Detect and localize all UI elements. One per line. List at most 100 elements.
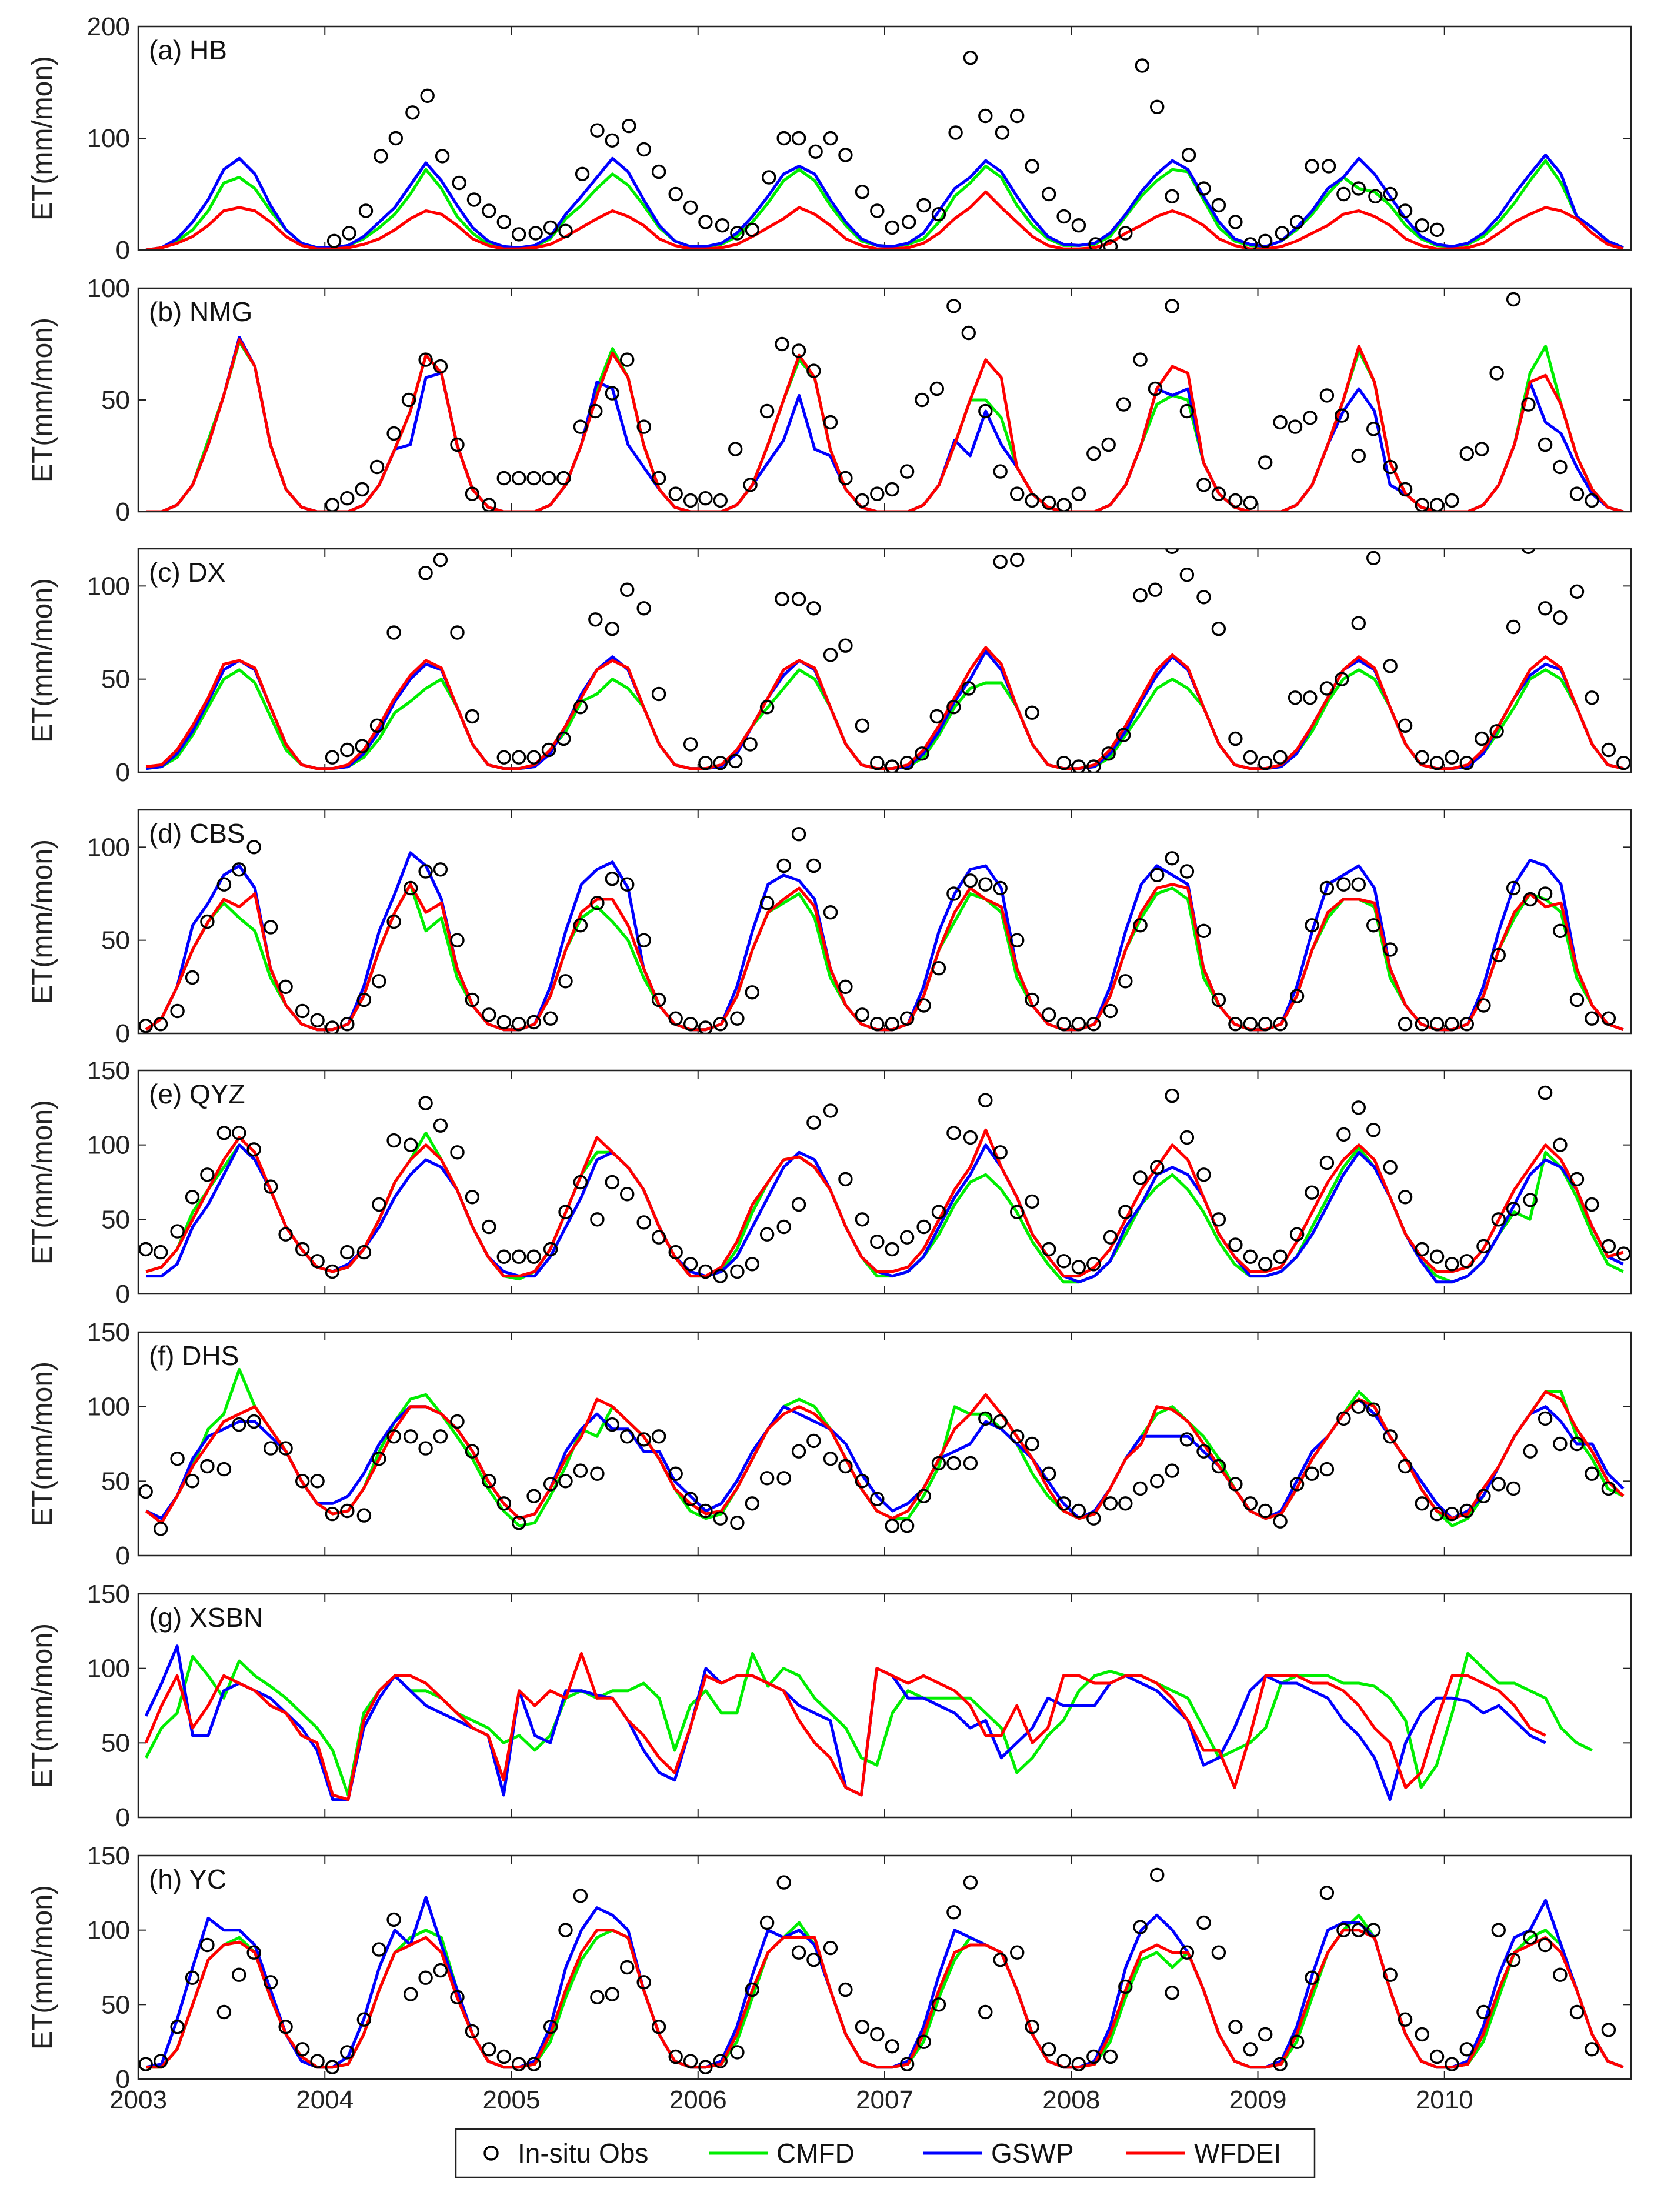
obs-marker [1366,422,1381,436]
obs-marker [1429,755,1445,770]
obs-marker [1243,237,1258,250]
x-tick-label: 2003 [109,2086,167,2114]
obs-marker [1351,877,1366,892]
x-tick-label: 2009 [1229,2086,1287,2114]
obs-marker [232,1967,246,1982]
obs-marker [232,862,246,877]
obs-marker [1415,1242,1429,1257]
obs-marker [433,552,448,568]
y-tick-label: 100 [87,1916,130,1945]
obs-marker [1025,493,1039,508]
obs-marker [870,1016,885,1032]
obs-marker [636,142,651,157]
obs-marker [978,877,993,892]
obs-marker [1521,549,1536,554]
obs-marker [450,625,465,640]
obs-marker [715,218,730,233]
obs-marker [1009,552,1025,568]
y-tick-label: 50 [101,1729,130,1757]
obs-marker [1118,974,1133,989]
series-group [138,1367,1625,1536]
obs-marker [356,2012,372,2027]
obs-marker [1351,1923,1366,1937]
obs-marker [450,1990,465,2004]
obs-marker [450,933,465,947]
obs-marker [541,471,556,486]
obs-marker [1553,1137,1568,1152]
obs-marker [450,437,465,452]
obs-marker [512,471,526,486]
obs-marker [558,1474,573,1489]
obs-marker [1491,1477,1506,1492]
obs-marker [806,1115,821,1130]
obs-marker [1196,478,1211,492]
panel-title: (b) NMG [149,296,252,327]
obs-marker [1601,2023,1616,2037]
obs-marker [1601,1239,1616,1254]
obs-marker [1211,1459,1226,1474]
obs-marker [1506,292,1521,307]
obs-marker [605,1175,620,1190]
obs-marker [791,592,806,606]
obs-marker [1273,415,1288,430]
obs-marker [885,482,899,497]
obs-marker [806,1433,821,1449]
obs-marker [372,974,386,989]
obs-marker [1601,742,1616,758]
legend-label: WFDEI [1194,2138,1281,2168]
obs-marker [1319,1886,1335,1900]
obs-marker [1041,495,1056,510]
obs-marker [1071,759,1086,772]
obs-marker [1258,2027,1273,2042]
obs-marker [838,1172,853,1187]
obs-marker [420,88,435,104]
obs-marker [1491,1212,1506,1227]
obs-marker [1165,1088,1179,1103]
legend-label: CMFD [776,2138,855,2168]
obs-marker [978,108,993,124]
plot-area [138,288,1631,512]
obs-marker [558,974,573,989]
obs-marker [1305,1970,1319,1985]
obs-marker [668,1011,683,1026]
obs-marker [1196,1167,1211,1182]
obs-marker [1538,437,1553,452]
obs-marker [1319,1155,1335,1170]
obs-marker [1165,299,1179,313]
obs-marker [590,1990,605,2004]
obs-marker [1118,226,1133,241]
y-tick-label: 0 [116,236,130,265]
obs-marker [838,638,853,653]
y-tick-label: 150 [87,1056,130,1085]
y-tick-label: 150 [87,1580,130,1609]
obs-marker [1211,992,1226,1007]
obs-marker [433,1429,448,1444]
obs-marker [1071,218,1086,233]
obs-marker [730,2045,745,2060]
obs-marker [526,1249,541,1264]
obs-marker [838,979,853,995]
obs-marker [619,1429,635,1444]
obs-marker [605,621,620,636]
y-tick-label: 0 [116,2065,130,2094]
obs-marker [698,1264,713,1279]
series-line-wfdei [145,1128,1624,1278]
obs-marker [1336,877,1351,892]
obs-marker [1383,459,1398,475]
obs-marker [418,1970,433,1985]
obs-marker [1228,731,1243,746]
obs-marker [1273,1514,1288,1529]
obs-marker [1429,1249,1445,1264]
obs-marker [246,840,261,855]
obs-marker [1211,198,1226,213]
obs-marker [1258,455,1273,470]
obs-marker [759,896,775,910]
obs-marker [325,1506,340,1522]
obs-marker [1538,601,1553,616]
obs-marker [1273,750,1288,765]
series-group [138,1867,1624,2074]
obs-marker [372,1197,386,1212]
obs-marker [433,359,448,374]
obs-marker [482,1007,496,1022]
